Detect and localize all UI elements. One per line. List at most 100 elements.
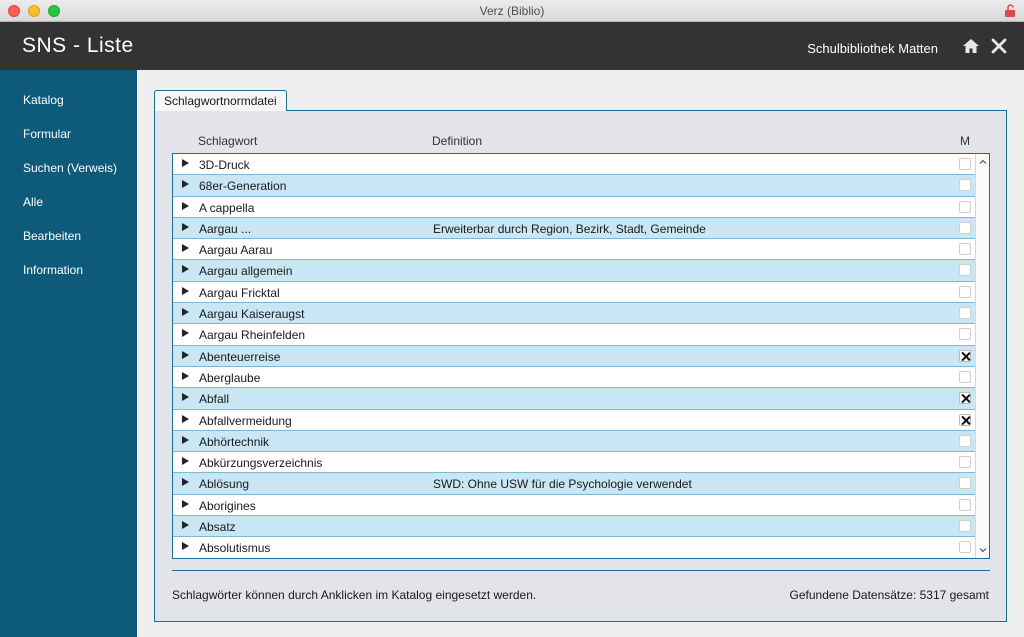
row-keyword[interactable]: Aargau allgemein [199, 264, 293, 279]
table-row[interactable]: Aargau ... Erweiterbar durch Region, Bezi… [173, 217, 976, 240]
row-keyword[interactable]: Abhörtechnik [199, 434, 270, 449]
chevron-up-icon[interactable] [978, 157, 988, 167]
expand-arrow-icon[interactable] [182, 457, 189, 466]
table-row[interactable]: Aargau Kaiseraugst [173, 303, 976, 325]
row-mark-checkbox[interactable] [959, 498, 971, 511]
table-row[interactable]: 3D-Druck [173, 154, 976, 176]
row-mark-checkbox[interactable] [959, 477, 971, 490]
record-count: Gefundene Datensätze: 5317 gesamt [789, 588, 989, 602]
row-keyword[interactable]: 3D-Druck [199, 158, 250, 172]
table-row[interactable]: Aargau Fricktal [173, 281, 976, 304]
table-row[interactable]: 68er-Generation [173, 175, 976, 197]
vertical-scrollbar[interactable] [975, 154, 989, 558]
expand-arrow-icon[interactable] [182, 499, 189, 508]
expand-arrow-icon[interactable] [182, 159, 189, 167]
row-keyword[interactable]: Aborigines [199, 498, 256, 513]
table-row[interactable]: Abkürzungsverzeichnis [173, 452, 976, 474]
column-header-definition[interactable]: Definition [432, 134, 483, 148]
sidebar-item-katalog[interactable]: Katalog [23, 93, 64, 107]
library-name: Schulbibliothek Matten [807, 41, 938, 56]
row-keyword[interactable]: Abenteuerreise [199, 349, 281, 364]
row-mark-checkbox[interactable] [959, 520, 971, 533]
column-header-word[interactable]: Schlagwort [198, 134, 258, 148]
column-headers: Schlagwort Definition M [155, 134, 1006, 150]
zoom-window-button[interactable] [48, 5, 60, 17]
expand-arrow-icon[interactable] [182, 286, 189, 295]
row-mark-checkbox[interactable] [959, 179, 971, 192]
row-keyword[interactable]: A cappella [199, 200, 255, 215]
row-keyword[interactable]: Abfallvermeidung [199, 413, 292, 428]
row-keyword[interactable]: Ablösung [199, 477, 250, 492]
row-mark-checkbox[interactable] [959, 434, 971, 447]
row-keyword[interactable]: Absatz [199, 520, 236, 535]
sidebar-item-information[interactable]: Information [23, 263, 84, 277]
expand-arrow-icon[interactable] [182, 393, 189, 402]
row-keyword[interactable]: Aargau ... [199, 221, 252, 236]
tab-schlagwortnormdatei[interactable]: Schlagwortnormdatei [154, 90, 287, 111]
table-row[interactable]: Aargau Rheinfelden [173, 324, 976, 346]
expand-arrow-icon[interactable] [182, 350, 189, 359]
sidebar-item-bearbeiten[interactable]: Bearbeiten [23, 229, 82, 243]
row-mark-checkbox[interactable] [959, 541, 971, 554]
window-titlebar: Verz (Biblio) [0, 0, 1024, 22]
row-keyword[interactable]: Absolutismus [199, 541, 271, 556]
table-row[interactable]: A cappella [173, 196, 976, 218]
chevron-down-icon[interactable] [978, 545, 988, 555]
expand-arrow-icon[interactable] [182, 308, 189, 317]
minimize-window-button[interactable] [28, 5, 40, 17]
row-keyword[interactable]: Aberglaube [199, 370, 261, 385]
table-row[interactable]: Aborigines [173, 494, 976, 517]
expand-arrow-icon[interactable] [182, 180, 189, 189]
expand-arrow-icon[interactable] [182, 201, 189, 210]
row-mark-checkbox[interactable] [959, 221, 971, 234]
table-row[interactable]: Abhörtechnik [173, 430, 976, 453]
row-mark-checkbox[interactable] [959, 158, 971, 170]
table-row[interactable]: Aargau allgemein [173, 260, 976, 282]
expand-arrow-icon[interactable] [182, 435, 189, 444]
table-row[interactable]: Abenteuerreise [173, 345, 976, 367]
expand-arrow-icon[interactable] [182, 265, 189, 274]
sidebar-item-formular[interactable]: Formular [23, 127, 72, 141]
row-mark-checkbox[interactable] [959, 370, 971, 383]
close-window-button[interactable] [8, 5, 20, 17]
home-icon[interactable] [962, 38, 980, 54]
table-row[interactable]: Abfall [173, 388, 976, 410]
row-keyword[interactable]: Abkürzungsverzeichnis [199, 456, 323, 471]
expand-arrow-icon[interactable] [182, 542, 189, 551]
expand-arrow-icon[interactable] [182, 244, 189, 253]
close-icon[interactable] [991, 38, 1007, 54]
row-keyword[interactable]: Aargau Kaiseraugst [199, 307, 305, 322]
row-mark-checkbox[interactable] [959, 200, 971, 213]
sidebar-item-alle[interactable]: Alle [23, 195, 44, 209]
row-keyword[interactable]: 68er-Generation [199, 179, 287, 194]
row-mark-checkbox[interactable] [959, 243, 971, 256]
main-content: Schlagwortnormdatei Schlagwort Definitio… [137, 70, 1024, 637]
row-keyword[interactable]: Aargau Rheinfelden [199, 328, 306, 343]
row-mark-checkbox[interactable] [959, 413, 971, 426]
expand-arrow-icon[interactable] [182, 371, 189, 380]
expand-arrow-icon[interactable] [182, 414, 189, 423]
row-mark-checkbox[interactable] [959, 285, 971, 298]
row-keyword[interactable]: Abfall [199, 392, 230, 407]
expand-arrow-icon[interactable] [182, 329, 189, 338]
row-mark-checkbox[interactable] [959, 264, 971, 277]
row-mark-checkbox[interactable] [959, 456, 971, 469]
expand-arrow-icon[interactable] [182, 521, 189, 530]
table-row[interactable]: Absolutismus [173, 537, 976, 558]
row-keyword[interactable]: Aargau Fricktal [199, 285, 280, 300]
sidebar-item-suchen-verweis[interactable]: Suchen (Verweis) [23, 161, 118, 175]
table-row[interactable]: Aargau Aarau [173, 239, 976, 261]
keyword-list: 3D-Druck 68er-Generation A cappella Aargau … [172, 153, 990, 559]
expand-arrow-icon[interactable] [182, 478, 189, 487]
row-keyword[interactable]: Aargau Aarau [199, 243, 273, 258]
row-mark-checkbox[interactable] [959, 328, 971, 341]
row-mark-checkbox[interactable] [959, 349, 971, 362]
table-row[interactable]: Aberglaube [173, 366, 976, 389]
row-mark-checkbox[interactable] [959, 307, 971, 320]
column-header-mark[interactable]: M [960, 134, 970, 148]
table-row[interactable]: Absatz [173, 516, 976, 538]
row-mark-checkbox[interactable] [959, 392, 971, 405]
table-row[interactable]: Abfallvermeidung [173, 409, 976, 431]
expand-arrow-icon[interactable] [182, 222, 189, 231]
table-row[interactable]: Ablösung SWD: Ohne USW für die Psychologi… [173, 473, 976, 495]
